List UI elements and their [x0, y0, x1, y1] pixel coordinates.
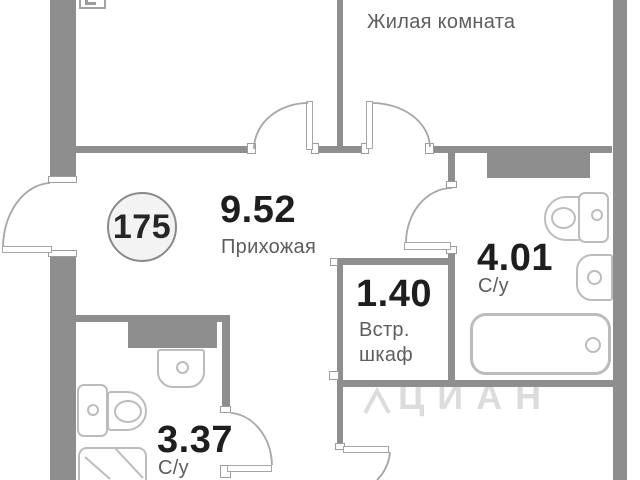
wall	[433, 146, 612, 153]
door-arc	[253, 102, 309, 150]
door-leaf	[2, 246, 52, 253]
door-leaf	[306, 101, 313, 150]
door-jamb	[220, 406, 231, 413]
toilet-button	[87, 404, 99, 416]
toilet-button	[591, 209, 603, 221]
sink-icon	[157, 349, 205, 388]
toilet-bowl-inner	[114, 400, 142, 423]
room-label-bath-left: С/у	[158, 457, 189, 479]
wall	[50, 252, 76, 480]
door-jamb	[48, 176, 77, 183]
door-arc	[2, 182, 51, 248]
wall	[76, 146, 248, 153]
room-label-wardrobe-line2: шкаф	[359, 344, 414, 366]
room-label-bath-right: С/у	[478, 275, 509, 297]
room-area-bath-left: 3.37	[157, 419, 233, 461]
room-area-wardrobe: 1.40	[356, 273, 432, 315]
door-jamb	[48, 250, 77, 257]
room-area-bath-right: 4.01	[477, 237, 553, 279]
sink-drain	[176, 361, 189, 374]
door-leaf	[227, 465, 272, 472]
cian-logo-icon	[363, 386, 391, 414]
wall	[613, 0, 627, 480]
room-label-wardrobe-line1: Встр.	[359, 319, 410, 341]
room-label-hall: Прихожая	[221, 236, 317, 258]
shower-icon	[78, 447, 147, 480]
door-arc	[371, 102, 431, 148]
wall-end-cap	[330, 258, 338, 266]
door-arc	[405, 187, 453, 243]
room-area-hall: 9.52	[220, 189, 296, 231]
wall-shaft	[487, 153, 590, 178]
window-tick	[85, 0, 96, 5]
door-jamb	[425, 143, 434, 154]
wall	[337, 380, 613, 387]
door-jamb	[247, 143, 256, 154]
bathtub-drain	[585, 337, 601, 353]
wall	[448, 153, 455, 182]
wall	[337, 262, 343, 445]
door-arc	[376, 451, 391, 480]
door-leaf	[366, 101, 373, 149]
apartment-number-badge: 175	[107, 192, 177, 262]
wall-shaft	[128, 322, 217, 348]
wall	[338, 258, 448, 265]
toilet-bowl-inner	[551, 207, 576, 229]
wall-end-cap	[329, 371, 339, 380]
door-jamb	[446, 181, 457, 188]
wall	[337, 0, 343, 153]
door-jamb	[446, 246, 457, 254]
room-label-living: Жилая комната	[367, 11, 516, 33]
door-leaf	[404, 242, 451, 250]
door-leaf	[343, 446, 389, 453]
door-arc	[230, 412, 273, 466]
sink-drain	[587, 270, 602, 285]
wall	[222, 315, 230, 407]
wall	[76, 315, 228, 322]
wall	[50, 0, 76, 178]
wall	[448, 249, 455, 387]
